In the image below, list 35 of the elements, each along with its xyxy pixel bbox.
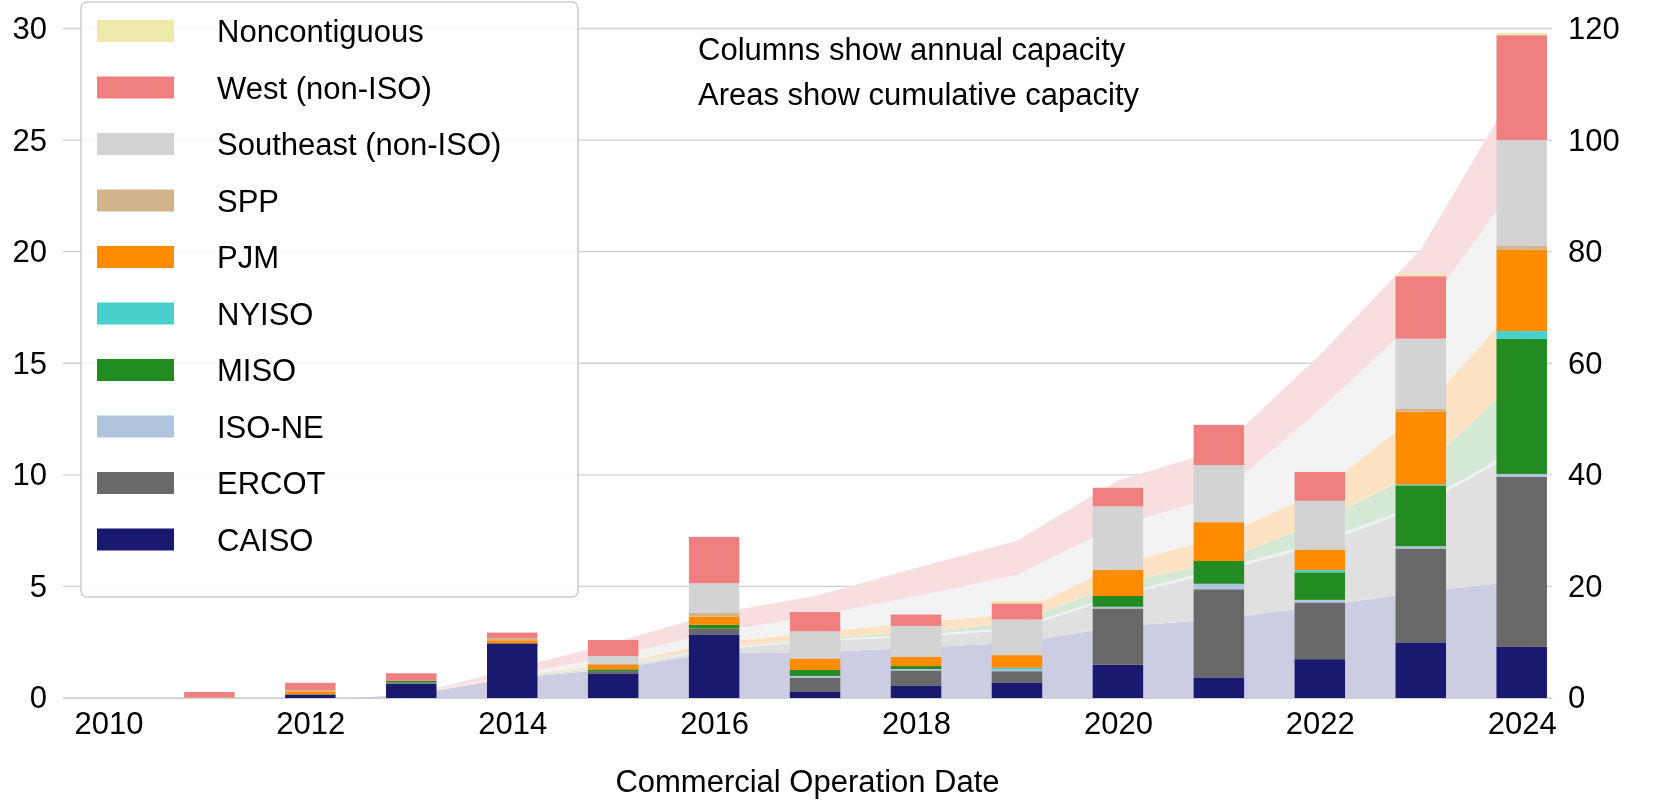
- y-tick-label: 15: [12, 345, 47, 381]
- y2-tick-label: 120: [1568, 10, 1620, 46]
- legend-label: PJM: [217, 240, 279, 275]
- legend-label: NYISO: [217, 296, 314, 332]
- legend-label: CAISO: [217, 522, 314, 558]
- x-tick-label: 2010: [74, 706, 144, 742]
- x-tick-label: 2022: [1285, 706, 1355, 742]
- y-tick-label: 30: [12, 10, 47, 46]
- x-tick-label: 2024: [1487, 706, 1557, 742]
- y2-tick-label: 80: [1568, 234, 1603, 270]
- x-tick-label: 2018: [882, 706, 951, 742]
- y2-tick-label: 60: [1568, 345, 1603, 381]
- x-tick-label: 2014: [478, 706, 548, 742]
- y-tick-label: 0: [29, 680, 47, 716]
- x-tick-label: 2016: [680, 706, 750, 742]
- legend-label: Southeast (non-ISO): [217, 127, 502, 162]
- x-axis-title: Commercial Operation Date: [615, 764, 1000, 799]
- y-tick-label: 5: [29, 568, 47, 604]
- y-tick-label: 10: [12, 457, 47, 493]
- y2-tick-label: 100: [1568, 122, 1620, 158]
- legend-label: West (non-ISO): [217, 70, 432, 106]
- annotation: Columns show annual capacity: [698, 32, 1126, 67]
- y2-tick-label: 40: [1568, 457, 1603, 493]
- y-tick-label: 25: [12, 122, 47, 158]
- legend-label: MISO: [217, 353, 297, 388]
- x-tick-label: 2012: [276, 706, 346, 742]
- y-tick-label: 20: [12, 234, 47, 270]
- y2-tick-label: 20: [1568, 568, 1603, 604]
- annotation: Areas show cumulative capacity: [698, 77, 1140, 112]
- legend-label: SPP: [217, 183, 280, 219]
- legend-label: Noncontiguous: [217, 14, 424, 49]
- legend-label: ERCOT: [217, 466, 326, 501]
- legend-label: ISO-NE: [217, 409, 324, 445]
- x-tick-label: 2020: [1083, 706, 1153, 742]
- y2-tick-label: 0: [1568, 680, 1586, 716]
